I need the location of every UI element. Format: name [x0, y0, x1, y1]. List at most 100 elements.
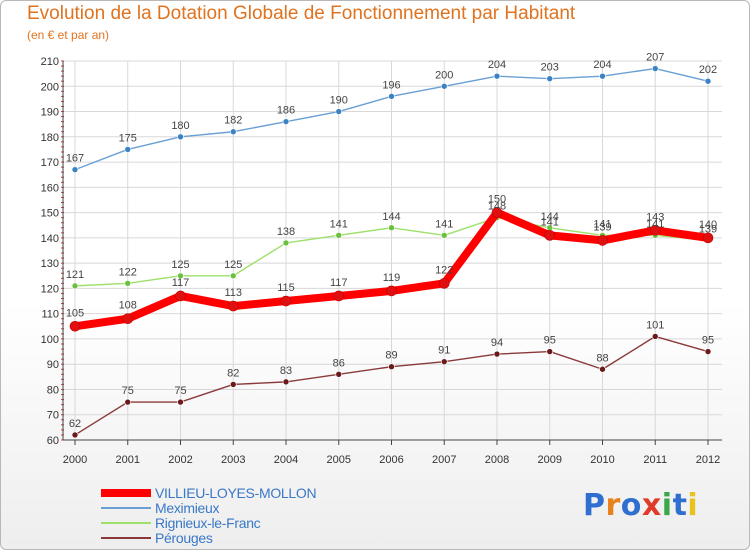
y-tick-label: 140: [41, 233, 59, 245]
data-point[interactable]: [388, 363, 395, 371]
x-tick-label: 2003: [221, 454, 245, 466]
data-point[interactable]: [177, 398, 184, 406]
data-label: 148: [488, 201, 506, 213]
data-point[interactable]: [335, 108, 343, 115]
data-point[interactable]: [491, 207, 503, 218]
data-label: 196: [382, 79, 400, 91]
data-label: 88: [596, 352, 608, 364]
data-label: 141: [435, 218, 453, 230]
data-label: 186: [277, 105, 295, 117]
legend-label-perouges: Pérouges: [155, 530, 213, 546]
data-point[interactable]: [124, 146, 132, 153]
logo-letter: x: [641, 488, 662, 523]
data-point[interactable]: [175, 290, 186, 302]
data-point[interactable]: [493, 72, 501, 80]
y-tick-label: 120: [41, 283, 59, 295]
data-point[interactable]: [333, 290, 345, 302]
data-point[interactable]: [69, 320, 81, 332]
data-point[interactable]: [229, 272, 237, 280]
data-label: 95: [544, 335, 556, 347]
y-tick-label: 210: [41, 56, 59, 68]
data-point[interactable]: [388, 93, 395, 100]
data-point[interactable]: [282, 118, 290, 125]
data-point[interactable]: [704, 348, 712, 355]
data-label: 105: [66, 307, 84, 319]
data-point[interactable]: [597, 235, 608, 246]
data-label: 202: [699, 64, 717, 76]
data-label: 167: [66, 153, 84, 165]
data-label: 122: [119, 266, 137, 278]
legend-label-rignieux: Rignieux-le-Franc: [155, 515, 261, 531]
data-point[interactable]: [71, 431, 79, 439]
data-point[interactable]: [177, 133, 184, 141]
data-point[interactable]: [438, 278, 450, 289]
data-point[interactable]: [546, 348, 554, 355]
logo-letter: t: [672, 488, 688, 523]
data-point[interactable]: [440, 232, 448, 239]
data-point[interactable]: [335, 232, 343, 239]
data-label: 143: [646, 211, 664, 223]
data-label: 125: [171, 259, 189, 271]
logo-letter: r: [605, 488, 621, 523]
data-label: 190: [330, 95, 348, 107]
data-label: 113: [224, 287, 242, 299]
x-tick-label: 2010: [590, 454, 614, 466]
data-point[interactable]: [280, 295, 292, 307]
data-point[interactable]: [335, 371, 343, 378]
legend-swatch-villieu: [101, 489, 151, 497]
data-point[interactable]: [282, 378, 290, 386]
x-tick-label: 2002: [168, 454, 192, 466]
data-label: 207: [646, 52, 664, 64]
data-label: 204: [488, 59, 506, 71]
x-tick-label: 2011: [643, 454, 667, 466]
data-point[interactable]: [544, 230, 556, 241]
x-tick-label: 2004: [274, 454, 298, 466]
data-label: 95: [702, 335, 714, 347]
data-label: 119: [383, 272, 401, 284]
data-point[interactable]: [493, 350, 501, 358]
x-tick-label: 2012: [696, 454, 720, 466]
data-label: 86: [333, 357, 345, 369]
data-point[interactable]: [440, 358, 448, 365]
legend-swatch-perouges: [101, 537, 151, 539]
data-label: 150: [488, 194, 506, 206]
x-tick-label: 2000: [63, 454, 87, 466]
data-label: 82: [227, 367, 239, 379]
data-point[interactable]: [71, 282, 79, 290]
data-point[interactable]: [124, 398, 132, 406]
data-point[interactable]: [227, 300, 239, 312]
data-label: 121: [66, 269, 84, 281]
x-tick-label: 2006: [379, 454, 403, 466]
data-label: 94: [491, 337, 503, 349]
y-tick-label: 160: [41, 182, 59, 194]
data-point[interactable]: [651, 65, 659, 72]
data-point[interactable]: [440, 82, 448, 90]
legend-swatch-meximieux: [101, 507, 151, 509]
data-point[interactable]: [599, 72, 606, 80]
data-point[interactable]: [229, 128, 237, 136]
data-point[interactable]: [702, 232, 714, 244]
data-label: 62: [69, 418, 81, 430]
data-label: 117: [330, 277, 348, 289]
data-point[interactable]: [649, 224, 661, 236]
data-point[interactable]: [71, 166, 79, 173]
data-point[interactable]: [282, 239, 290, 247]
data-point[interactable]: [704, 77, 712, 85]
logo-letter: i: [661, 488, 673, 523]
data-point[interactable]: [388, 224, 395, 232]
data-label: 125: [224, 259, 242, 271]
y-tick-label: 80: [47, 384, 59, 396]
data-point[interactable]: [177, 272, 184, 280]
data-point[interactable]: [229, 381, 237, 388]
data-label: 139: [593, 221, 611, 233]
data-point[interactable]: [651, 333, 659, 340]
data-point[interactable]: [599, 365, 606, 373]
data-point[interactable]: [546, 75, 554, 82]
data-point[interactable]: [122, 313, 134, 325]
y-tick-label: 100: [41, 334, 59, 346]
data-point[interactable]: [386, 285, 397, 297]
x-tick-label: 2009: [538, 454, 562, 466]
data-label: 139: [699, 223, 717, 235]
data-label: 141: [541, 216, 559, 228]
data-point[interactable]: [124, 280, 132, 287]
